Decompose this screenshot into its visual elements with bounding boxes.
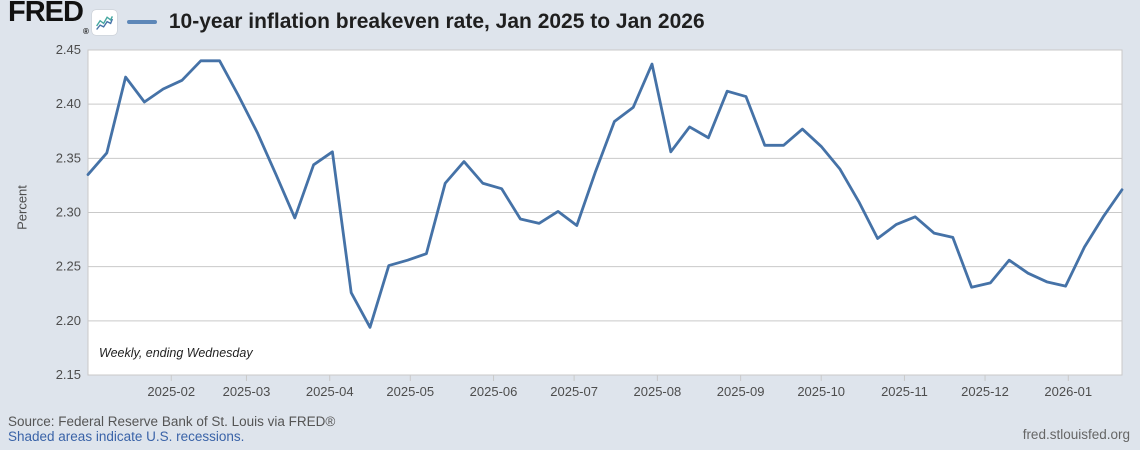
fred-sparkline-icon <box>91 9 117 35</box>
source-text: Source: Federal Reserve Bank of St. Loui… <box>8 414 336 429</box>
svg-text:2.25: 2.25 <box>56 259 81 274</box>
svg-text:2.35: 2.35 <box>56 150 81 165</box>
series-legend-marker <box>126 20 157 24</box>
svg-text:2025-09: 2025-09 <box>717 384 765 399</box>
svg-text:2025-04: 2025-04 <box>306 384 354 399</box>
svg-text:2.30: 2.30 <box>56 205 81 220</box>
registered-mark: ® <box>82 27 89 36</box>
svg-text:2025-05: 2025-05 <box>386 384 434 399</box>
svg-text:2.40: 2.40 <box>56 96 81 111</box>
fred-logo-text: FRED <box>8 0 84 28</box>
recessions-link[interactable]: Shaded areas indicate U.S. recessions. <box>8 429 245 444</box>
frequency-annotation: Weekly, ending Wednesday <box>99 346 253 360</box>
fred-logo[interactable]: FRED ® <box>8 0 89 52</box>
svg-text:2.45: 2.45 <box>56 42 81 57</box>
chart-title: 10-year inflation breakeven rate, Jan 20… <box>168 10 705 33</box>
svg-text:2025-08: 2025-08 <box>634 384 682 399</box>
svg-text:2025-06: 2025-06 <box>470 384 518 399</box>
svg-text:2025-10: 2025-10 <box>797 384 845 399</box>
svg-text:2025-12: 2025-12 <box>961 384 1009 399</box>
svg-text:2025-02: 2025-02 <box>147 384 195 399</box>
chart-header: FRED ® 10-year inflation breakeven rate, … <box>8 0 705 42</box>
svg-text:2.20: 2.20 <box>56 313 81 328</box>
site-url: fred.stlouisfed.org <box>1022 427 1130 442</box>
svg-text:2026-01: 2026-01 <box>1044 384 1092 399</box>
svg-text:2.15: 2.15 <box>56 367 81 382</box>
svg-text:2025-03: 2025-03 <box>223 384 271 399</box>
chart-canvas: 2.45 2.40 2.35 2.30 2.25 2.20 2.15 2025-02 2025-… <box>56 42 1124 399</box>
svg-text:2025-07: 2025-07 <box>550 384 598 399</box>
svg-text:2025-11: 2025-11 <box>881 384 928 399</box>
